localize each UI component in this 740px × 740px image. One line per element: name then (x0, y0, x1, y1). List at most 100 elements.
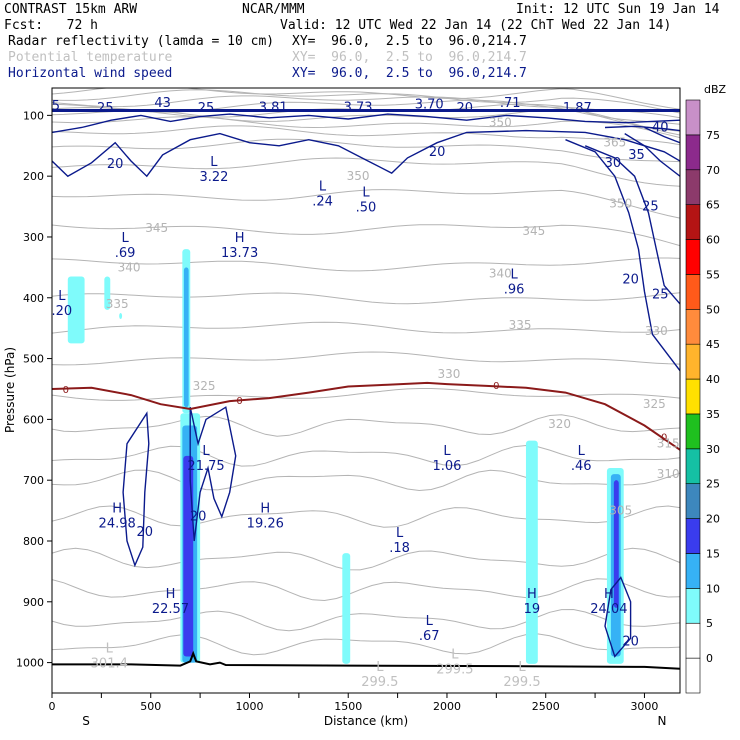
extremum-letter: L (518, 660, 526, 675)
colorbar-label: 5 (706, 617, 713, 630)
colorbar-swatch (685, 204, 701, 240)
x-tick-label: 1500 (334, 700, 362, 713)
wind-contour-label: 20 (622, 273, 639, 288)
wind-contour-label: 1.87 (563, 101, 592, 116)
extremum-value: .20 (52, 304, 73, 319)
end-label-left: S (82, 714, 90, 728)
reflectivity-cell (183, 267, 189, 408)
freezing-level-label: 0 (63, 385, 69, 396)
header-init: Init: 12 UTC Sun 19 Jan 14 (516, 2, 720, 17)
wind-contour-label: 25 (642, 200, 659, 215)
theta-contour (52, 469, 680, 492)
header-model: CONTRAST 15km ARW (4, 2, 138, 17)
colorbar-label: 15 (706, 547, 720, 560)
extremum-value: .46 (571, 459, 592, 474)
colorbar-label: 10 (706, 582, 720, 595)
theta-contour (52, 578, 680, 602)
theta-contour (52, 444, 680, 467)
x-tick-label: 2500 (532, 700, 560, 713)
wind-contour-label: 20 (456, 101, 473, 116)
field-coords-reflectivity: XY= 96.0, 2.5 to 96.0,214.7 (292, 34, 527, 49)
colorbar-label: 25 (706, 478, 720, 491)
wind-contour (584, 145, 680, 305)
theta-contour-label: 350 (347, 169, 370, 183)
theta-contour (52, 633, 680, 656)
extremum-letter: L (426, 614, 434, 629)
extremum-value: 19 (524, 602, 541, 617)
theta-contour-label: 315 (657, 437, 680, 451)
x-tick-label: 0 (49, 700, 56, 713)
extremum-letter: H (527, 587, 537, 602)
theta-contour-label: 325 (193, 379, 216, 393)
extremum-value: 13.73 (221, 246, 258, 261)
reflectivity-shading (67, 249, 624, 664)
wind-contour-label: 43 (154, 96, 171, 111)
theta-contour (52, 321, 680, 334)
y-tick-label: 500 (23, 353, 44, 366)
wind-contour (189, 406, 237, 542)
reflectivity-cell (104, 276, 111, 310)
freezing-level-line (52, 381, 680, 451)
y-tick-label: 900 (23, 596, 44, 609)
colorbar-label: 55 (706, 268, 720, 281)
field-coords-wind: XY= 96.0, 2.5 to 96.0,214.7 (292, 66, 527, 81)
colorbar-swatch (685, 553, 701, 589)
extremum-value: 3.22 (199, 170, 228, 185)
theta-contour (52, 292, 680, 305)
plot-frame (51, 87, 681, 694)
extremum-value: 24.98 (99, 517, 136, 532)
extremum-value: 299.5 (503, 675, 540, 690)
theta-contour-label: 310 (657, 467, 680, 481)
colorbar-swatch (685, 518, 701, 554)
terrain-line (52, 650, 680, 670)
theta-contour-label: 325 (643, 397, 666, 411)
extremum-letter: H (166, 587, 176, 602)
theta-contour-label: 335 (509, 318, 532, 332)
theta-contour (52, 89, 680, 114)
freezing-level-label: 0 (661, 433, 667, 444)
theta-contour-label: 345 (145, 221, 168, 235)
wind-contour (604, 125, 680, 132)
colorbar-label: 30 (706, 443, 720, 456)
theta-contour-label: 335 (106, 297, 129, 311)
extremum-value: 24.04 (590, 602, 627, 617)
colorbar-swatch (685, 99, 701, 136)
theta-contour-label: 350 (609, 197, 632, 211)
colorbar-label: 0 (706, 652, 713, 665)
colorbar: 0 5 10 15 20 25 30 35 40 45 50 55 60 65 70 75 dBZ (685, 83, 727, 694)
theta-contour-label: 320 (548, 417, 571, 431)
extremum-letter: L (510, 268, 518, 283)
colorbar-label: 35 (706, 408, 720, 421)
wind-contour-label: 5 (52, 99, 60, 114)
reflectivity-cell (119, 312, 123, 320)
wind-contour (604, 576, 632, 658)
y-tick-label: 300 (23, 231, 44, 244)
wind-contour (122, 411, 150, 568)
theta-contour-label: 330 (645, 324, 668, 338)
field-coords-theta: XY= 96.0, 2.5 to 96.0,214.7 (292, 50, 527, 65)
extremum-value: .50 (356, 200, 377, 215)
extremum-letter: L (578, 444, 586, 459)
extremum-value: 301.4 (91, 657, 128, 672)
wind-contour (52, 113, 680, 134)
y-tick-label: 700 (23, 474, 44, 487)
extremum-letter: L (58, 289, 66, 304)
reflectivity-cell (613, 480, 619, 608)
freezing-level-label: 0 (493, 381, 499, 392)
end-label-right: N (658, 714, 667, 728)
wind-contour-label: 20 (190, 510, 207, 525)
colorbar-label: 20 (706, 513, 720, 526)
theta-contour (52, 125, 680, 146)
wind-contour-label: 3.70 (415, 97, 444, 112)
colorbar-label: 70 (706, 164, 720, 177)
wind-contour (644, 126, 680, 144)
theta-contour (52, 138, 680, 163)
extremum-value: 1.06 (432, 459, 461, 474)
x-tick-label: 500 (140, 700, 161, 713)
theta-contour (52, 547, 680, 571)
header-valid: Valid: 12 UTC Wed 22 Jan 14 (22 ChT Wed … (280, 18, 672, 33)
extremum-letter: L (362, 185, 370, 200)
contour-labels: 5 25 43 25 3.81 3.73 3.70 20 .71 1.87 40 20 20 30 35 25… (52, 96, 680, 690)
terrain (52, 650, 680, 670)
theta-contour (52, 257, 680, 272)
